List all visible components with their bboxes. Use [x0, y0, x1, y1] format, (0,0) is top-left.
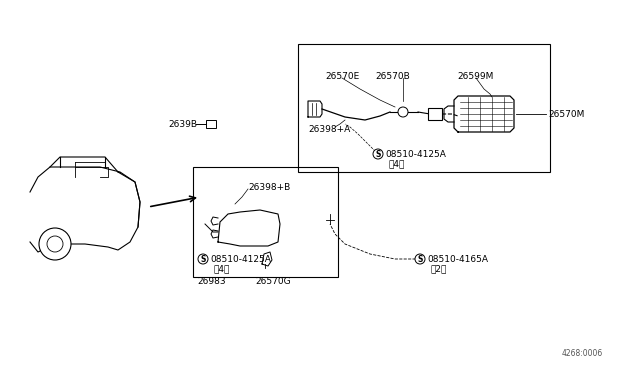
- Circle shape: [198, 254, 208, 264]
- Text: （4）: （4）: [214, 264, 230, 273]
- Text: 08510-4165A: 08510-4165A: [427, 254, 488, 263]
- Text: 08510-4125A: 08510-4125A: [385, 150, 446, 158]
- Bar: [206, 120, 216, 128]
- Text: 26983: 26983: [197, 276, 226, 285]
- Bar: [193, 167, 338, 277]
- Text: S: S: [417, 254, 422, 263]
- Circle shape: [47, 236, 63, 252]
- Circle shape: [373, 149, 383, 159]
- Text: 26599M: 26599M: [458, 71, 494, 80]
- Circle shape: [415, 254, 425, 264]
- Text: S: S: [200, 254, 205, 263]
- Circle shape: [39, 228, 71, 260]
- Text: （2）: （2）: [431, 264, 447, 273]
- Text: 26570B: 26570B: [376, 71, 410, 80]
- Text: 26570G: 26570G: [255, 276, 291, 285]
- Text: 26570M: 26570M: [548, 109, 584, 119]
- Bar: [428, 108, 442, 120]
- Text: 26398+B: 26398+B: [248, 183, 291, 192]
- Text: S: S: [375, 150, 381, 158]
- Text: 26570E: 26570E: [325, 71, 359, 80]
- Text: （4）: （4）: [389, 160, 405, 169]
- Text: 08510-4125A: 08510-4125A: [210, 254, 271, 263]
- Text: 26398+A: 26398+A: [308, 125, 350, 134]
- Circle shape: [398, 107, 408, 117]
- Text: 2639B: 2639B: [168, 119, 197, 128]
- Text: 4268:0006: 4268:0006: [562, 350, 604, 359]
- Bar: [298, 44, 550, 172]
